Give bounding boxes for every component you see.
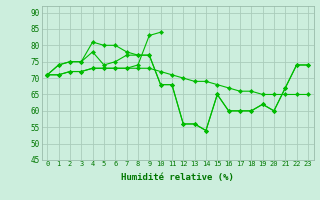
- X-axis label: Humidité relative (%): Humidité relative (%): [121, 173, 234, 182]
